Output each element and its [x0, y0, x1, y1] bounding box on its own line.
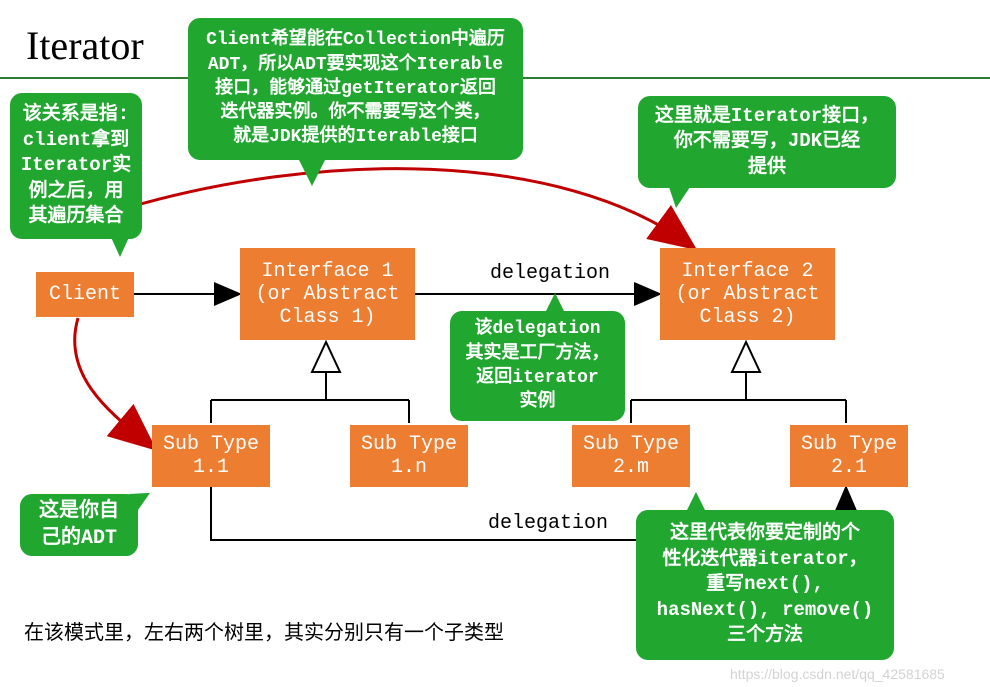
inherit-left — [211, 342, 409, 423]
node-interface-2: Interface 2 (or Abstract Class 2) — [660, 248, 835, 340]
callout-top-right-text: 这里就是Iterator接口， 你不需要写，JDK已经 提供 — [655, 104, 879, 181]
callout-left: 该关系是指: client拿到 Iterator实 例之后，用 其遍历集合 — [10, 93, 142, 239]
callout-mid: 该delegation 其实是工厂方法， 返回iterator 实例 — [450, 311, 625, 421]
label-delegation-top: delegation — [490, 262, 610, 285]
node-interface-1: Interface 1 (or Abstract Class 1) — [240, 248, 415, 340]
curve-client-if2 — [120, 169, 690, 245]
callout-bottom-right: 这里代表你要定制的个 性化迭代器iterator， 重写next(), hasN… — [636, 510, 894, 660]
curve-client-s11 — [75, 318, 150, 445]
node-subtype-1-n: Sub Type 1.n — [350, 425, 468, 487]
callout-bottom-right-text: 这里代表你要定制的个 性化迭代器iterator， 重写next(), hasN… — [657, 521, 874, 649]
callout-mid-text: 该delegation 其实是工厂方法， 返回iterator 实例 — [466, 317, 610, 414]
node-subtype-2-1: Sub Type 2.1 — [790, 425, 908, 487]
inherit-right — [631, 342, 846, 423]
diagram-canvas: { "meta": { "width": 990, "height": 687,… — [0, 0, 990, 687]
callout-top-center-text: Client希望能在Collection中遍历 ADT，所以ADT要实现这个It… — [206, 28, 505, 149]
page-title: Iterator — [26, 22, 144, 69]
callout-bottom-left-text: 这是你自 己的ADT — [39, 498, 119, 552]
node-client: Client — [36, 272, 134, 317]
callout-left-text: 该关系是指: client拿到 Iterator实 例之后，用 其遍历集合 — [21, 102, 131, 230]
callout-top-right: 这里就是Iterator接口， 你不需要写，JDK已经 提供 — [638, 96, 896, 188]
watermark: https://blog.csdn.net/qq_42581685 — [730, 666, 945, 682]
label-delegation-bottom: delegation — [488, 512, 608, 535]
bottom-note: 在该模式里，左右两个树里，其实分别只有一个子类型 — [24, 616, 504, 645]
node-subtype-2-m: Sub Type 2.m — [572, 425, 690, 487]
callout-bottom-left: 这是你自 己的ADT — [20, 494, 138, 556]
callout-top-center: Client希望能在Collection中遍历 ADT，所以ADT要实现这个It… — [188, 18, 523, 160]
node-subtype-1-1: Sub Type 1.1 — [152, 425, 270, 487]
